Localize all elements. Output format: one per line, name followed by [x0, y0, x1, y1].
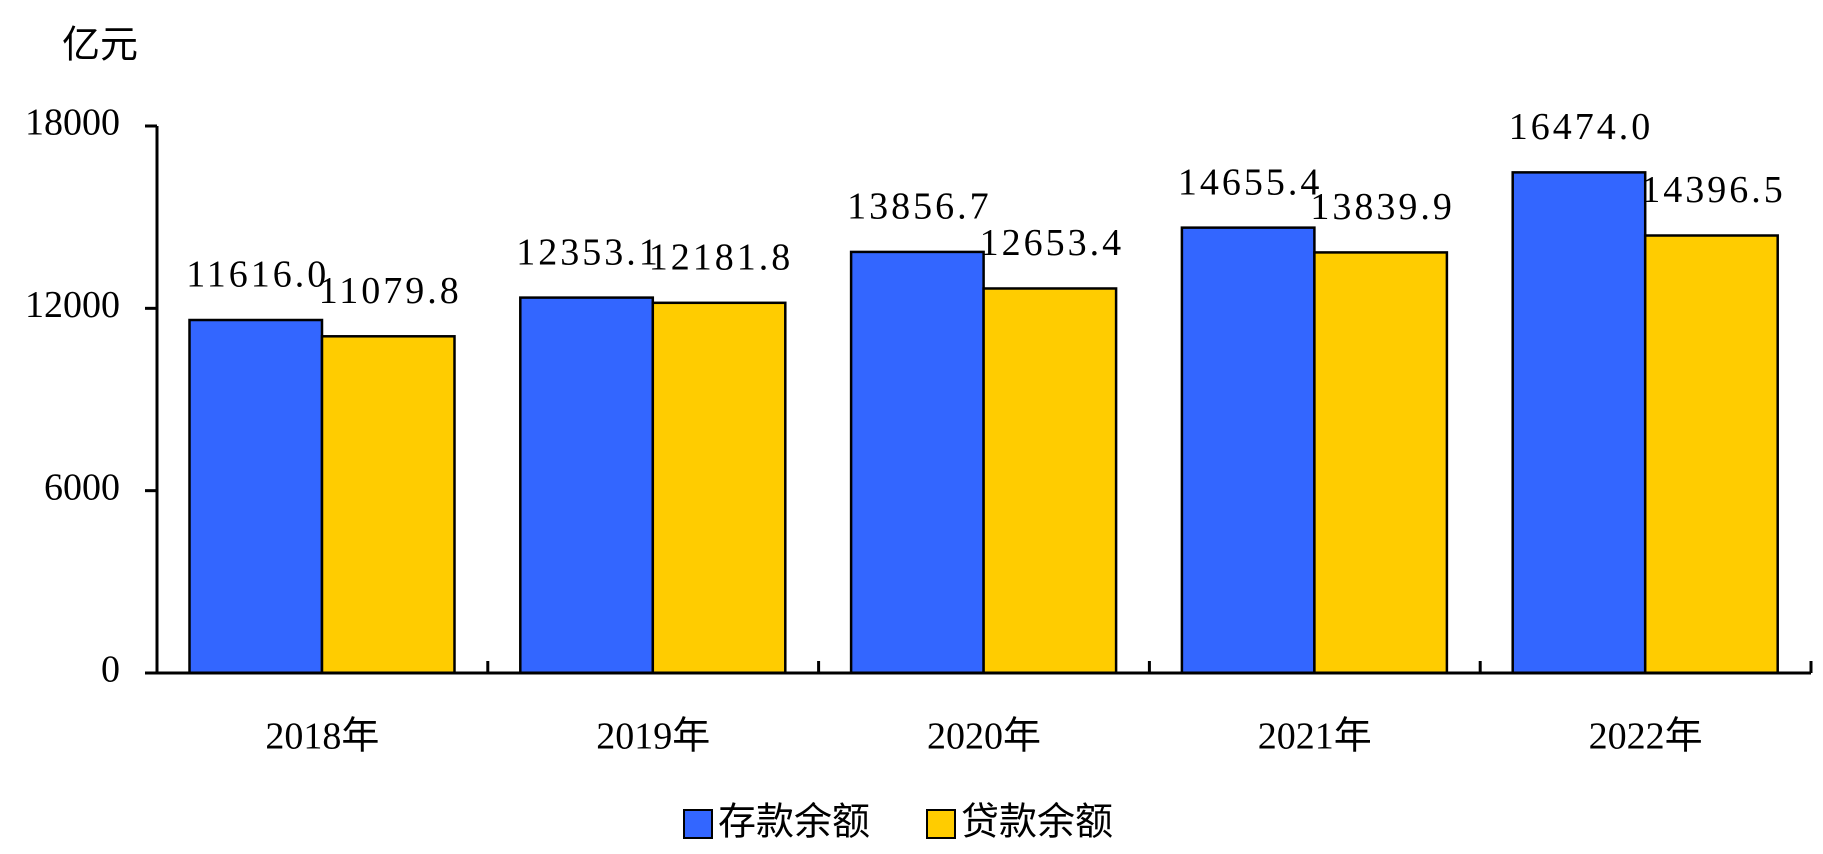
legend-swatch [926, 809, 956, 839]
bar [188, 318, 324, 675]
bar [849, 250, 985, 675]
bar [1643, 234, 1779, 675]
bar [1313, 251, 1449, 675]
bar [651, 301, 787, 675]
legend-swatch [683, 809, 713, 839]
x-tick-label: 2018年 [265, 716, 379, 758]
y-tick-label: 6000 [44, 466, 120, 508]
bar [519, 296, 655, 675]
value-label: 11079.8 [319, 270, 462, 312]
y-tick-label: 12000 [25, 284, 120, 326]
value-label: 11616.0 [186, 254, 329, 296]
legend-label: 存款余额 [718, 802, 870, 844]
y-unit: 亿元 [62, 25, 138, 67]
x-tick-label: 2020年 [927, 716, 1041, 758]
bar [982, 287, 1118, 675]
value-label: 14655.4 [1178, 161, 1323, 203]
value-label: 14396.5 [1641, 169, 1786, 211]
bar [320, 335, 456, 675]
value-label: 16474.0 [1509, 106, 1654, 148]
value-label: 12653.4 [980, 222, 1125, 264]
x-tick-label: 2022年 [1589, 716, 1703, 758]
y-tick-label: 18000 [25, 102, 120, 144]
value-label: 12353.1 [516, 231, 661, 273]
y-tick-label: 0 [101, 649, 120, 691]
x-tick-label: 2019年 [596, 716, 710, 758]
legend-label: 贷款余额 [961, 802, 1113, 844]
value-label: 12181.8 [649, 237, 794, 279]
bar [1511, 171, 1647, 675]
value-label: 13856.7 [847, 186, 992, 228]
x-tick-label: 2021年 [1258, 716, 1372, 758]
value-label: 13839.9 [1310, 186, 1455, 228]
bar [1180, 226, 1316, 675]
